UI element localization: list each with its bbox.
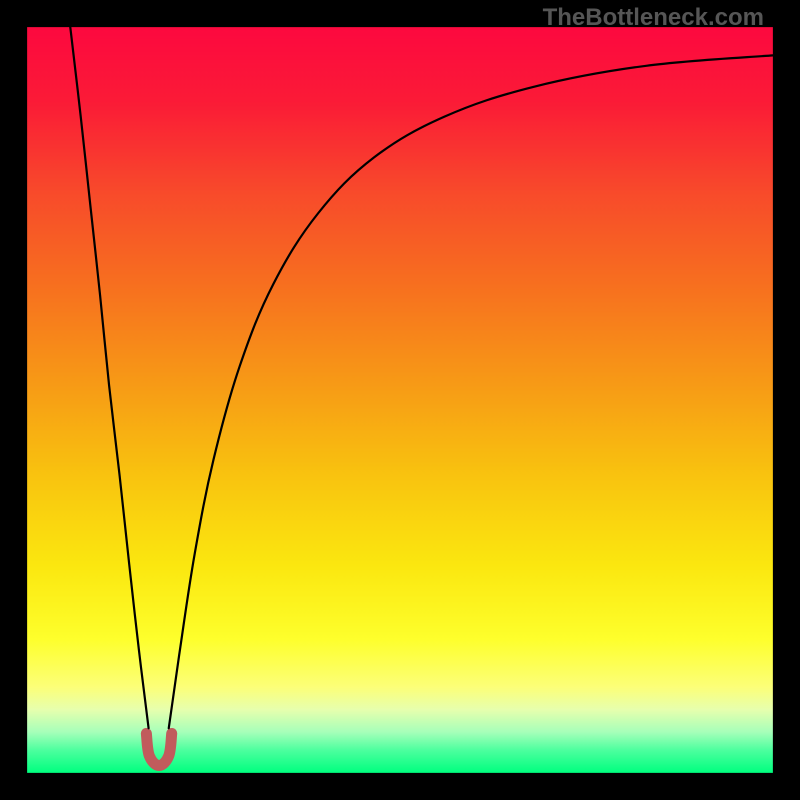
- chart-container: TheBottleneck.com: [0, 0, 800, 800]
- watermark-text: TheBottleneck.com: [543, 4, 764, 32]
- gradient-background: [0, 0, 800, 800]
